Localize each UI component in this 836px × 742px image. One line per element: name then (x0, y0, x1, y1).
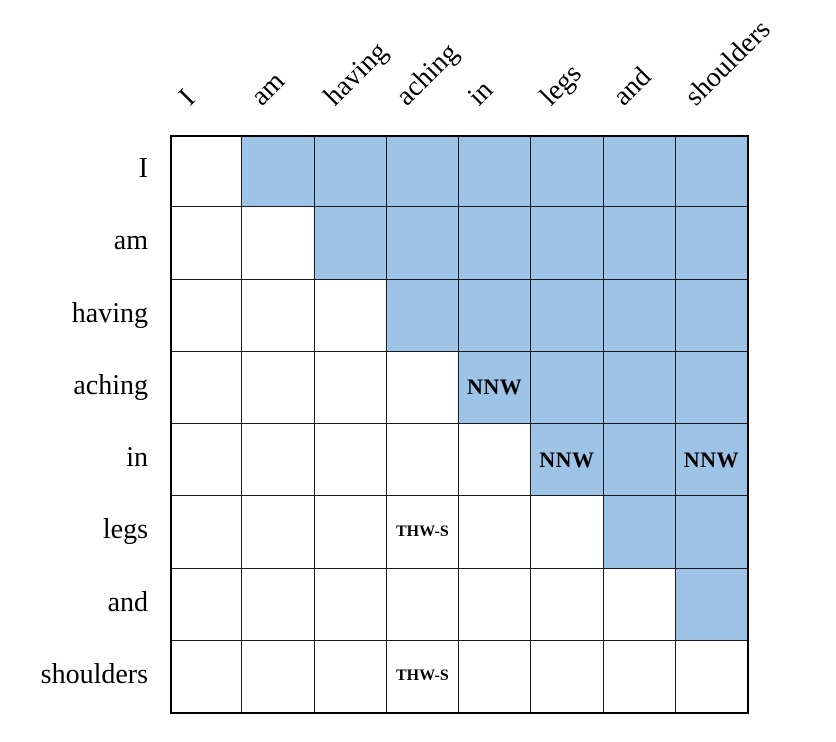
matrix-cell-shaded (314, 207, 387, 280)
matrix-cell (170, 351, 243, 424)
matrix-cell-shaded (386, 207, 459, 280)
matrix-cell-shaded (675, 496, 748, 569)
column-label: I (172, 83, 202, 112)
matrix-cell-shaded (459, 279, 532, 352)
matrix-cell (314, 568, 387, 641)
row-label: in (126, 442, 148, 474)
matrix-cell (386, 568, 459, 641)
matrix-cell-shaded: NNW (531, 424, 604, 497)
matrix-cell (314, 424, 387, 497)
row-label: legs (102, 514, 148, 546)
matrix-cell (459, 568, 532, 641)
matrix-cell (170, 640, 243, 713)
matrix-cell-shaded (459, 207, 532, 280)
row-label: and (107, 586, 148, 618)
matrix-cell (170, 207, 243, 280)
matrix-cell (314, 496, 387, 569)
matrix-cell-shaded (603, 424, 676, 497)
matrix-cell (170, 568, 243, 641)
row-label: am (113, 225, 148, 257)
column-label: having (317, 35, 394, 112)
matrix-cell-shaded (386, 279, 459, 352)
matrix-cell-shaded (386, 135, 459, 208)
matrix-cell (603, 568, 676, 641)
matrix-cell (531, 568, 604, 641)
matrix-cell-shaded (459, 135, 532, 208)
column-label: aching (389, 37, 465, 112)
cell-annotation-label: NNW (683, 446, 740, 472)
column-label: in (461, 74, 500, 112)
matrix-cell-shaded (603, 135, 676, 208)
matrix-cell-shaded (603, 207, 676, 280)
matrix-cell (242, 351, 315, 424)
matrix-cell (459, 640, 532, 713)
matrix-cell (170, 424, 243, 497)
matrix-cell-shaded (603, 351, 676, 424)
matrix-cell: THW-S (386, 496, 459, 569)
matrix-cell (242, 640, 315, 713)
matrix-cell (242, 207, 315, 280)
matrix-cell-shaded (675, 279, 748, 352)
row-label: aching (73, 369, 148, 401)
matrix-cell (386, 424, 459, 497)
matrix-cell (242, 568, 315, 641)
cell-annotation-label: NNW (466, 374, 523, 400)
matrix-cell-shaded (603, 496, 676, 569)
matrix-cell (170, 135, 243, 208)
matrix-cell (603, 640, 676, 713)
matrix-cell (459, 424, 532, 497)
matrix-cell-shaded (531, 135, 604, 208)
row-label: shoulders (40, 658, 148, 690)
cell-annotation-label: NNW (539, 446, 595, 472)
matrix-cell (242, 279, 315, 352)
column-label: shoulders (678, 13, 777, 112)
column-label: am (245, 65, 292, 112)
matrix-cell-shaded: NNW (675, 424, 748, 497)
matrix-cell (170, 496, 243, 569)
matrix-cell-shaded: NNW (459, 351, 532, 424)
matrix-cell (675, 640, 748, 713)
matrix-cell (531, 640, 604, 713)
matrix-cell (314, 640, 387, 713)
matrix-cell-shaded (603, 279, 676, 352)
matrix-cell (314, 279, 387, 352)
column-label: and (606, 61, 657, 112)
matrix-cell-shaded (314, 135, 387, 208)
matrix-cell (531, 496, 604, 569)
matrix-cell-shaded (675, 135, 748, 208)
matrix-cell: THW-S (386, 640, 459, 713)
matrix-cell (459, 496, 532, 569)
matrix-cell-shaded (675, 207, 748, 280)
matrix-cell (170, 279, 243, 352)
matrix-cell-shaded (531, 351, 604, 424)
matrix-cell-shaded (531, 207, 604, 280)
matrix-cell-shaded (675, 351, 748, 424)
matrix-cell-shaded (531, 279, 604, 352)
matrix-cell (314, 351, 387, 424)
matrix-cell (386, 351, 459, 424)
cell-annotation-label: THW-S (396, 667, 449, 685)
row-label: I (138, 153, 148, 185)
matrix-cell (242, 424, 315, 497)
matrix-cell (242, 496, 315, 569)
matrix-cell-shaded (675, 568, 748, 641)
cell-annotation-label: THW-S (396, 522, 449, 540)
matrix-cell-shaded (242, 135, 315, 208)
column-label: legs (534, 57, 588, 112)
row-label: having (71, 297, 148, 329)
